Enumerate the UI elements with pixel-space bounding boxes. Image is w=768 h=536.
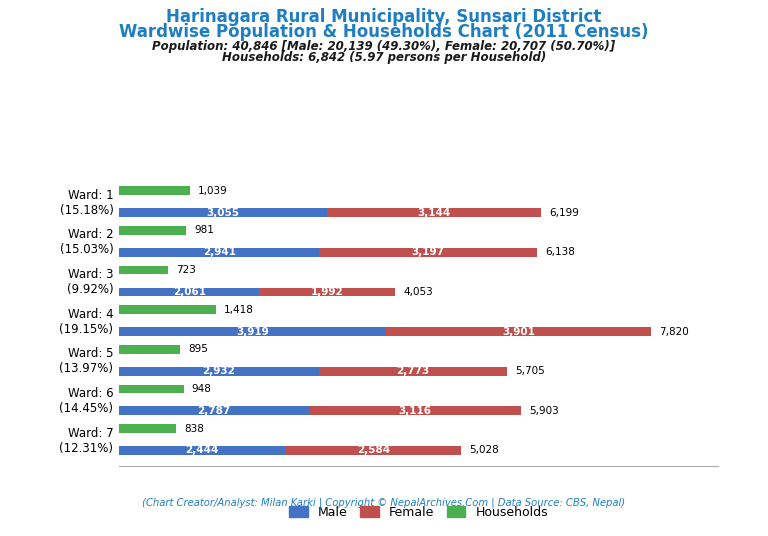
Text: 2,444: 2,444 bbox=[186, 445, 219, 456]
Text: 3,901: 3,901 bbox=[502, 326, 535, 337]
Text: 948: 948 bbox=[192, 384, 212, 394]
Text: 1,039: 1,039 bbox=[198, 186, 227, 196]
Text: 838: 838 bbox=[184, 423, 204, 434]
Bar bbox=[119, 367, 319, 376]
Bar bbox=[119, 385, 184, 393]
Bar bbox=[119, 187, 190, 195]
Text: Households: 6,842 (5.97 persons per Household): Households: 6,842 (5.97 persons per Hous… bbox=[222, 51, 546, 64]
Bar bbox=[260, 287, 395, 296]
Text: 5,028: 5,028 bbox=[469, 445, 499, 456]
Bar bbox=[119, 446, 286, 455]
Bar bbox=[119, 406, 309, 415]
Text: 3,144: 3,144 bbox=[417, 207, 451, 218]
Text: 981: 981 bbox=[194, 226, 214, 235]
Text: 2,061: 2,061 bbox=[173, 287, 206, 297]
Bar bbox=[286, 446, 462, 455]
Text: 895: 895 bbox=[188, 344, 208, 354]
Bar bbox=[119, 287, 260, 296]
Text: 2,787: 2,787 bbox=[197, 406, 230, 416]
Bar bbox=[119, 248, 319, 257]
Text: 4,053: 4,053 bbox=[403, 287, 433, 297]
Text: 2,584: 2,584 bbox=[357, 445, 390, 456]
Text: 1,992: 1,992 bbox=[311, 287, 343, 297]
Text: 6,138: 6,138 bbox=[545, 247, 575, 257]
Legend: Male, Female, Households: Male, Female, Households bbox=[284, 501, 553, 524]
Text: Population: 40,846 [Male: 20,139 (49.30%), Female: 20,707 (50.70%)]: Population: 40,846 [Male: 20,139 (49.30%… bbox=[152, 40, 616, 53]
Bar bbox=[119, 226, 186, 235]
Bar bbox=[119, 345, 180, 354]
Text: 723: 723 bbox=[177, 265, 197, 275]
Text: 3,055: 3,055 bbox=[207, 207, 240, 218]
Text: Harinagara Rural Municipality, Sunsari District: Harinagara Rural Municipality, Sunsari D… bbox=[167, 8, 601, 26]
Bar bbox=[319, 367, 508, 376]
Text: 3,116: 3,116 bbox=[399, 406, 432, 416]
Text: 5,903: 5,903 bbox=[529, 406, 559, 416]
Text: 2,932: 2,932 bbox=[203, 366, 235, 376]
Text: (Chart Creator/Analyst: Milan Karki | Copyright © NepalArchives.Com | Data Sourc: (Chart Creator/Analyst: Milan Karki | Co… bbox=[142, 497, 626, 508]
Bar bbox=[386, 327, 651, 336]
Bar bbox=[319, 248, 537, 257]
Text: 5,705: 5,705 bbox=[515, 366, 545, 376]
Bar bbox=[119, 306, 216, 314]
Text: 7,820: 7,820 bbox=[660, 326, 690, 337]
Bar bbox=[327, 208, 541, 217]
Text: Wardwise Population & Households Chart (2011 Census): Wardwise Population & Households Chart (… bbox=[119, 23, 649, 41]
Bar bbox=[119, 327, 386, 336]
Text: 3,197: 3,197 bbox=[412, 247, 445, 257]
Text: 2,773: 2,773 bbox=[396, 366, 429, 376]
Text: 3,919: 3,919 bbox=[236, 326, 269, 337]
Text: 2,941: 2,941 bbox=[203, 247, 236, 257]
Text: 1,418: 1,418 bbox=[223, 304, 253, 315]
Text: 6,199: 6,199 bbox=[549, 207, 579, 218]
Bar bbox=[309, 406, 521, 415]
Bar bbox=[119, 266, 168, 274]
Bar bbox=[119, 425, 176, 433]
Bar bbox=[119, 208, 327, 217]
